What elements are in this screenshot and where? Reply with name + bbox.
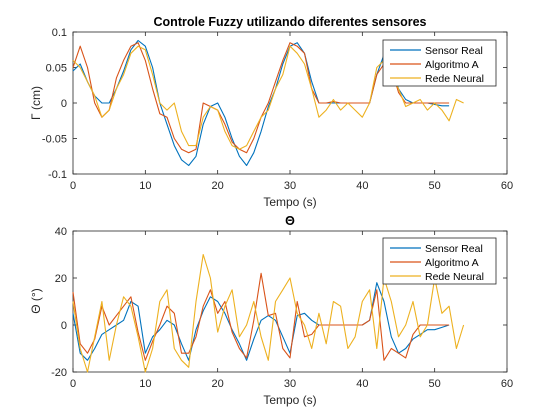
legend-label-algoritmo-a-top: Algoritmo A [425, 59, 479, 71]
x-tick-label-top: 60 [501, 180, 513, 192]
x-tick-label-top: 20 [212, 180, 224, 192]
y-tick-label-top: -0.1 [48, 169, 67, 181]
legend-label-rede-neural-bottom: Rede Neural [425, 271, 484, 283]
chart-top: Controle Fuzzy utilizando diferentes sen… [29, 15, 513, 209]
x-tick-label-top: 10 [139, 180, 151, 192]
chart-title-bottom: Θ [285, 214, 295, 228]
y-tick-label-bottom: 0 [61, 320, 67, 332]
legend-label-sensor-real-top: Sensor Real [425, 45, 483, 57]
x-tick-label-top: 40 [356, 180, 368, 192]
legend-top: Sensor Real Algoritmo A Rede Neural [382, 39, 497, 87]
x-tick-label-bottom: 0 [70, 378, 76, 390]
y-tick-label-bottom: 40 [55, 226, 67, 238]
y-tick-label-top: 0 [61, 98, 67, 110]
y-axis-label-bottom: Θ (°) [29, 288, 43, 313]
x-axis-bottom: 0 10 20 30 40 50 60 [70, 231, 513, 390]
series-line-algoritmo-a-bottom [72, 272, 450, 361]
x-tick-label-bottom: 10 [139, 378, 151, 390]
legend-label-rede-neural-top: Rede Neural [425, 73, 484, 85]
x-axis-label-bottom: Tempo (s) [263, 393, 316, 407]
y-tick-label-top: -0.05 [42, 134, 67, 146]
x-axis-top: 0 10 20 30 40 50 60 [70, 32, 513, 192]
series-line-rede-neural-top [72, 45, 464, 150]
x-tick-label-top: 0 [70, 180, 76, 192]
chart-title-top: Controle Fuzzy utilizando diferentes sen… [154, 15, 427, 29]
legend-label-algoritmo-a-bottom: Algoritmo A [425, 257, 479, 269]
x-tick-label-bottom: 40 [356, 378, 368, 390]
y-axis-top: -0.1 -0.05 0 0.05 0.1 [42, 27, 507, 181]
x-tick-label-bottom: 30 [284, 378, 296, 390]
legend-bottom: Sensor Real Algoritmo A Rede Neural [382, 237, 497, 285]
y-tick-label-top: 0.1 [52, 27, 67, 39]
y-tick-label-bottom: -20 [51, 367, 67, 379]
legend-label-sensor-real-bottom: Sensor Real [425, 243, 483, 255]
y-axis-label-top: Γ (cm) [29, 86, 43, 120]
x-tick-label-bottom: 60 [501, 378, 513, 390]
x-tick-label-top: 50 [429, 180, 441, 192]
legend-box-bottom [382, 237, 497, 285]
y-tick-label-bottom: 20 [55, 273, 67, 285]
x-tick-label-bottom: 20 [212, 378, 224, 390]
x-tick-label-top: 30 [284, 180, 296, 192]
series-line-rede-neural-bottom [72, 253, 465, 373]
series-group-bottom [72, 253, 465, 373]
x-tick-label-bottom: 50 [429, 378, 441, 390]
y-tick-label-top: 0.05 [46, 63, 67, 75]
series-line-sensor-real-bottom [72, 282, 450, 361]
x-axis-label-top: Tempo (s) [263, 195, 316, 209]
y-axis-bottom: -20 0 20 40 [51, 226, 507, 379]
